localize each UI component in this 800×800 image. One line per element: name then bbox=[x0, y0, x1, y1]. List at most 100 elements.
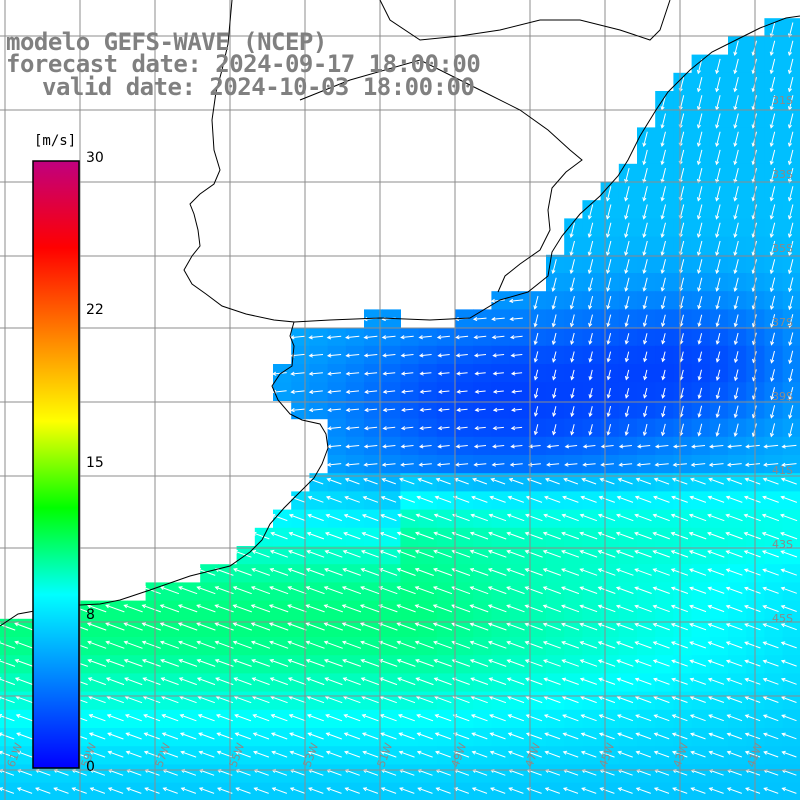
wind-arrow bbox=[780, 623, 797, 631]
wind-arrow bbox=[624, 369, 630, 381]
wind-arrow bbox=[587, 277, 594, 292]
wind-arrow bbox=[561, 659, 579, 667]
wind-arrow bbox=[689, 604, 707, 613]
lat-tick-label: 35S bbox=[772, 242, 793, 255]
wind-arrow bbox=[232, 622, 252, 631]
wind-arrow bbox=[470, 714, 488, 722]
wind-arrow bbox=[197, 714, 215, 722]
wind-arrow bbox=[600, 462, 614, 467]
wind-arrow bbox=[624, 333, 630, 345]
wind-arrow bbox=[474, 389, 486, 394]
wind-arrow bbox=[289, 495, 306, 503]
wind-arrow bbox=[525, 677, 543, 685]
wind-arrow bbox=[781, 462, 797, 467]
wind-arrow bbox=[271, 787, 288, 794]
wind-arrow bbox=[489, 732, 506, 740]
colorbar-tick: 0 bbox=[86, 759, 95, 775]
wind-arrow bbox=[415, 677, 434, 686]
wind-arrow bbox=[398, 750, 415, 758]
wind-arrow bbox=[769, 149, 776, 166]
wind-arrow bbox=[87, 677, 106, 686]
wind-arrow bbox=[269, 640, 289, 649]
wind-arrow bbox=[533, 295, 539, 310]
wind-arrow bbox=[396, 659, 416, 667]
wind-arrow bbox=[733, 222, 739, 239]
wind-arrow bbox=[400, 426, 414, 431]
wind-arrow bbox=[787, 186, 794, 202]
wind-arrow bbox=[744, 659, 761, 667]
wind-arrow bbox=[570, 424, 575, 436]
wind-arrow bbox=[769, 204, 776, 220]
wind-arrow bbox=[599, 787, 615, 794]
wind-arrow bbox=[364, 389, 378, 394]
wind-arrow bbox=[307, 513, 324, 522]
wind-arrow bbox=[492, 425, 504, 431]
wind-arrow bbox=[378, 622, 398, 631]
wind-arrow bbox=[437, 353, 450, 358]
wind-arrow bbox=[696, 131, 703, 148]
wind-arrow bbox=[143, 732, 160, 740]
wind-arrow bbox=[345, 371, 360, 376]
wind-arrow bbox=[416, 732, 433, 740]
wind-arrow bbox=[88, 714, 106, 722]
wind-arrow bbox=[725, 550, 743, 558]
wind-arrow bbox=[305, 622, 325, 631]
wind-arrow bbox=[511, 407, 523, 412]
wind-arrow bbox=[727, 444, 742, 449]
wind-arrow bbox=[606, 295, 612, 310]
wind-arrow bbox=[324, 677, 343, 686]
wind-arrow bbox=[697, 351, 703, 363]
wind-arrow bbox=[232, 640, 252, 649]
wind-arrow bbox=[561, 641, 580, 649]
wind-arrow bbox=[141, 659, 161, 667]
wind-arrow bbox=[455, 462, 469, 467]
wind-arrow bbox=[643, 387, 648, 399]
wind-arrow bbox=[661, 387, 666, 399]
wind-arrow bbox=[634, 659, 652, 667]
wind-arrow bbox=[434, 714, 452, 722]
lat-tick-label: 31S bbox=[772, 94, 793, 107]
wind-arrow bbox=[697, 387, 703, 400]
wind-arrow bbox=[715, 295, 721, 310]
wind-arrow bbox=[661, 369, 666, 381]
wind-arrow bbox=[509, 316, 523, 322]
wind-arrow bbox=[233, 549, 252, 558]
wind-arrow bbox=[788, 386, 794, 401]
wind-arrow bbox=[652, 641, 670, 649]
wind-arrow bbox=[642, 131, 648, 148]
wind-arrow bbox=[196, 677, 216, 686]
wind-arrow bbox=[597, 531, 616, 540]
coastline bbox=[0, 0, 800, 627]
wind-arrow bbox=[473, 335, 487, 340]
wind-arrow bbox=[715, 314, 721, 328]
wind-arrow bbox=[570, 332, 575, 346]
wind-arrow bbox=[232, 586, 252, 595]
wind-arrow bbox=[689, 696, 706, 703]
wind-arrow bbox=[661, 423, 666, 437]
wind-arrow bbox=[252, 714, 270, 722]
wind-arrow bbox=[307, 495, 324, 503]
wind-arrow bbox=[606, 332, 612, 345]
wind-arrow bbox=[398, 732, 415, 740]
wind-arrow bbox=[308, 787, 324, 794]
wind-arrow bbox=[305, 659, 325, 667]
wind-arrow bbox=[506, 549, 525, 558]
wind-arrow bbox=[780, 532, 798, 540]
wind-arrow bbox=[469, 531, 489, 540]
wind-arrow bbox=[396, 640, 416, 649]
wind-arrow bbox=[787, 131, 794, 148]
wind-arrow bbox=[763, 444, 779, 449]
wind-arrow bbox=[306, 677, 325, 686]
wind-arrow bbox=[725, 586, 743, 594]
wind-arrow bbox=[437, 371, 450, 376]
lat-tick-label: 45S bbox=[772, 612, 793, 625]
wind-arrow bbox=[707, 531, 725, 540]
wind-arrow bbox=[552, 406, 557, 418]
wind-arrow bbox=[401, 407, 414, 413]
wind-arrow bbox=[733, 369, 739, 382]
wind-arrow bbox=[642, 204, 648, 220]
wind-arrow bbox=[715, 387, 721, 400]
wind-arrow bbox=[653, 495, 670, 503]
wind-arrow bbox=[551, 259, 557, 275]
wind-arrow bbox=[606, 277, 612, 292]
